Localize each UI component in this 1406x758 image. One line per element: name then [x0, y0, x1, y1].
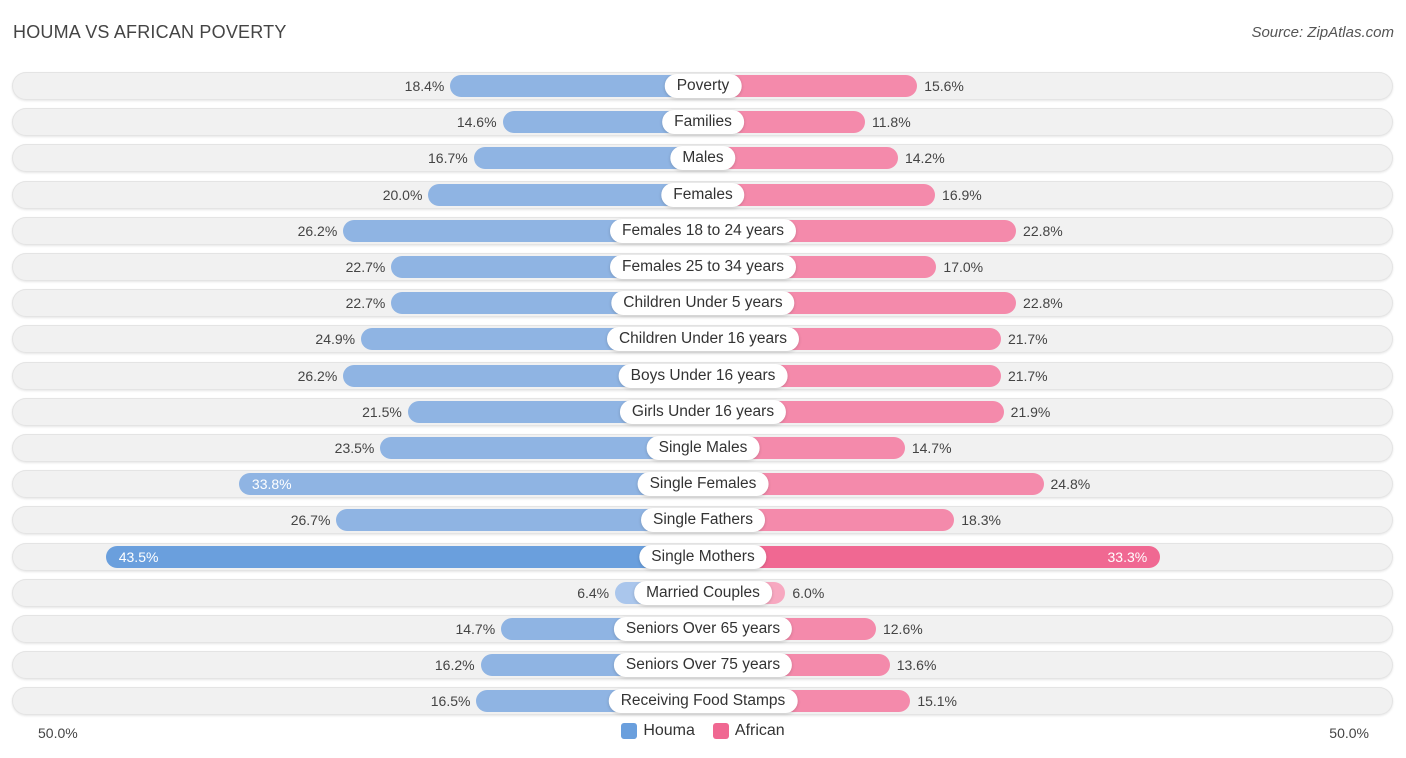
category-label-children-under-16-years: Children Under 16 years [606, 327, 800, 352]
value-label-houma-receiving-food-stamps: 16.5% [430, 693, 471, 710]
legend-swatch-houma [621, 723, 638, 739]
value-label-houma-females-25-to-34-years: 22.7% [345, 259, 386, 275]
category-label-single-females: Single Females [637, 472, 769, 497]
value-label-african-males: 14.2% [904, 150, 945, 167]
axis-label-left: 50.0% [38, 725, 78, 741]
chart-title: HOUMA VS AFRICAN POVERTY [13, 22, 287, 42]
bar-african-single-fathers[interactable] [703, 509, 955, 532]
bar-african-single-mothers[interactable] [703, 545, 1161, 568]
value-label-houma-children-under-5-years: 22.7% [345, 295, 386, 312]
value-label-african-single-mothers: 33.3% [1107, 548, 1148, 565]
category-label-receiving-food-stamps: Receiving Food Stamps [608, 689, 798, 714]
category-label-poverty: Poverty [664, 74, 742, 98]
legend-swatch-african [712, 723, 729, 739]
value-label-houma-males: 16.7% [428, 150, 468, 167]
value-label-houma-seniors-over-75-years: 16.2% [434, 657, 475, 674]
value-label-houma-females: 20.0% [382, 186, 423, 203]
value-label-african-receiving-food-stamps: 15.1% [917, 693, 958, 710]
category-label-boys-under-16-years: Boys Under 16 years [618, 363, 788, 388]
bar-african-single-females[interactable] [703, 473, 1044, 496]
bar-african-females[interactable] [703, 183, 936, 206]
bar-african-families[interactable] [703, 111, 865, 134]
category-label-females: Females [661, 182, 745, 207]
value-label-african-poverty: 15.6% [924, 78, 964, 94]
chart-source: Source: ZipAtlas.com [1251, 24, 1394, 41]
value-label-african-seniors-over-75-years: 13.6% [896, 657, 937, 674]
value-label-houma-families: 14.6% [456, 114, 497, 131]
category-label-single-males: Single Males [646, 436, 760, 460]
bar-houma-poverty[interactable] [450, 75, 703, 97]
category-label-seniors-over-75-years: Seniors Over 75 years [613, 653, 793, 678]
category-label-families: Families [662, 110, 744, 135]
value-label-houma-single-fathers: 26.7% [290, 512, 331, 529]
bar-houma-single-males[interactable] [380, 437, 703, 459]
value-label-houma-single-females: 33.8% [251, 476, 292, 493]
category-label-girls-under-16-years: Girls Under 16 years [619, 399, 787, 424]
bar-houma-families[interactable] [502, 111, 703, 134]
value-label-houma-married-couples: 6.4% [577, 584, 610, 601]
category-label-married-couples: Married Couples [634, 580, 772, 605]
bar-houma-females[interactable] [428, 183, 703, 206]
legend-label-african: African [734, 722, 785, 739]
value-label-houma-females-18-to-24-years: 26.2% [297, 222, 338, 239]
value-label-african-girls-under-16-years: 21.9% [1010, 403, 1051, 420]
bar-african-males[interactable] [703, 147, 898, 170]
category-label-children-under-5-years: Children Under 5 years [611, 291, 795, 316]
value-label-african-families: 11.8% [872, 114, 911, 131]
legend-item-houma[interactable]: Houma [621, 722, 695, 740]
category-label-males: Males [670, 146, 736, 171]
value-label-houma-boys-under-16-years: 26.2% [297, 367, 338, 384]
value-label-african-single-fathers: 18.3% [961, 512, 1001, 529]
value-label-african-females-25-to-34-years: 17.0% [943, 259, 984, 275]
value-label-houma-seniors-over-65-years: 14.7% [455, 621, 496, 637]
value-label-african-females-18-to-24-years: 22.8% [1023, 222, 1063, 239]
category-label-single-fathers: Single Fathers [641, 508, 765, 533]
category-label-females-18-to-24-years: Females 18 to 24 years [610, 218, 796, 243]
legend: Houma African [0, 722, 1406, 740]
value-label-african-children-under-5-years: 22.8% [1023, 295, 1063, 312]
bar-african-poverty[interactable] [703, 75, 918, 97]
value-label-houma-children-under-16-years: 24.9% [315, 331, 356, 348]
axis-label-right: 50.0% [1329, 725, 1369, 741]
bar-houma-single-fathers[interactable] [336, 509, 703, 532]
value-label-african-married-couples: 6.0% [792, 584, 825, 601]
value-label-african-seniors-over-65-years: 12.6% [882, 621, 923, 637]
bar-houma-single-females[interactable] [238, 473, 703, 496]
value-label-houma-single-mothers: 43.5% [118, 548, 159, 565]
bar-houma-boys-under-16-years[interactable] [343, 364, 703, 387]
category-label-females-25-to-34-years: Females 25 to 34 years [610, 255, 796, 279]
bar-houma-single-mothers[interactable] [105, 545, 703, 568]
value-label-african-single-males: 14.7% [911, 440, 952, 456]
value-label-houma-poverty: 18.4% [404, 78, 445, 94]
legend-label-houma: Houma [643, 722, 695, 739]
value-label-african-females: 16.9% [942, 186, 982, 203]
value-label-african-boys-under-16-years: 21.7% [1007, 367, 1048, 384]
legend-item-african[interactable]: African [712, 722, 785, 740]
bar-houma-males[interactable] [473, 147, 703, 170]
category-label-seniors-over-65-years: Seniors Over 65 years [613, 617, 793, 641]
value-label-houma-single-males: 23.5% [334, 440, 375, 456]
value-label-houma-girls-under-16-years: 21.5% [362, 403, 402, 420]
value-label-african-children-under-16-years: 21.7% [1007, 331, 1048, 348]
value-label-african-single-females: 24.8% [1050, 476, 1091, 493]
category-label-single-mothers: Single Mothers [639, 544, 767, 569]
